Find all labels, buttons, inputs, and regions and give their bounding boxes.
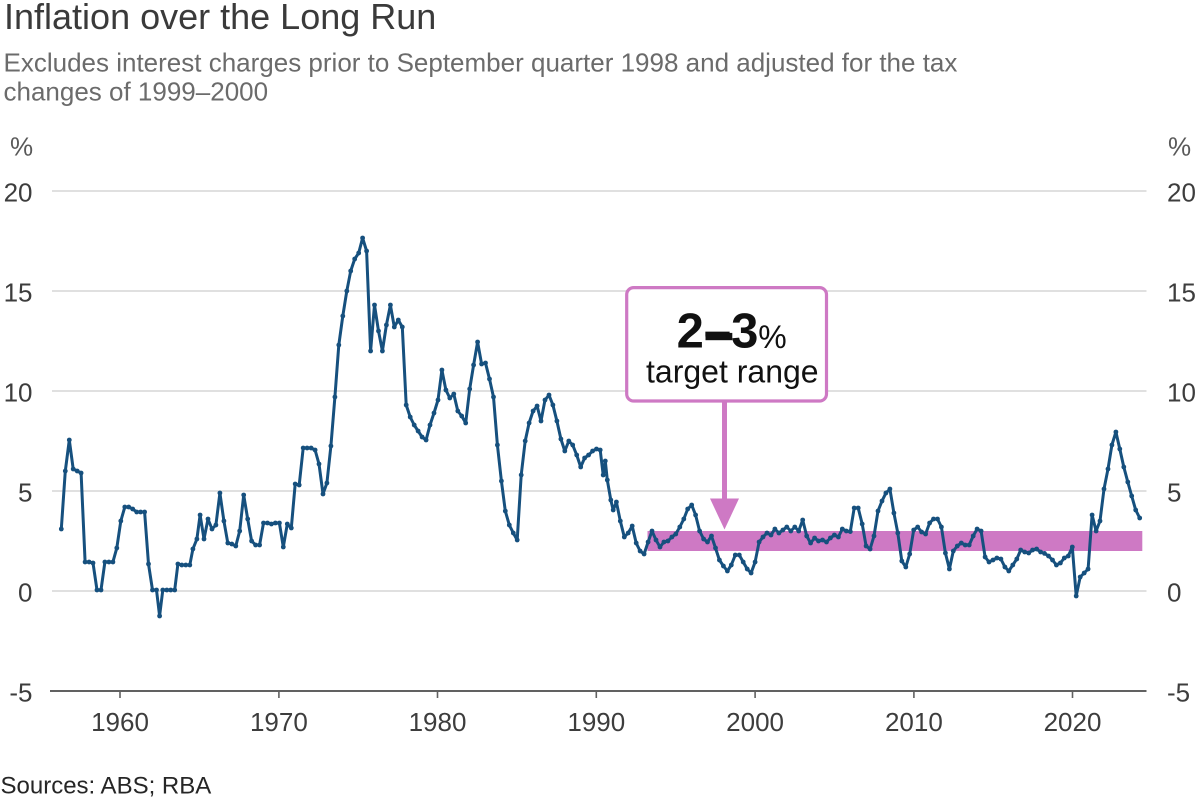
svg-text:1970: 1970	[250, 707, 308, 737]
svg-text:10: 10	[1167, 378, 1196, 408]
svg-text:15: 15	[1167, 278, 1196, 308]
svg-text:2010: 2010	[885, 707, 943, 737]
svg-text:1980: 1980	[409, 707, 467, 737]
svg-text:changes of 1999–2000: changes of 1999–2000	[4, 77, 269, 107]
svg-text:1960: 1960	[91, 707, 149, 737]
svg-text:2–3: 2–3	[677, 305, 759, 359]
svg-text:20: 20	[4, 178, 33, 208]
svg-text:Excludes interest charges prio: Excludes interest charges prior to Septe…	[4, 47, 958, 77]
svg-text:0: 0	[18, 578, 32, 608]
svg-text:-5: -5	[1167, 678, 1190, 708]
svg-text:Inflation over the Long Run: Inflation over the Long Run	[4, 0, 436, 37]
svg-text:20: 20	[1167, 178, 1196, 208]
svg-text:Sources: ABS; RBA: Sources: ABS; RBA	[1, 773, 212, 800]
svg-text:5: 5	[18, 478, 32, 508]
svg-text:%: %	[10, 132, 33, 162]
svg-text:2000: 2000	[726, 707, 784, 737]
svg-text:target range: target range	[646, 354, 819, 390]
svg-text:15: 15	[4, 278, 33, 308]
svg-text:2020: 2020	[1044, 707, 1102, 737]
svg-text:10: 10	[4, 378, 33, 408]
svg-text:-5: -5	[9, 678, 32, 708]
svg-text:%: %	[1168, 132, 1191, 162]
svg-text:%: %	[758, 319, 786, 355]
svg-text:1990: 1990	[567, 707, 625, 737]
svg-text:0: 0	[1167, 578, 1181, 608]
svg-text:5: 5	[1167, 478, 1181, 508]
